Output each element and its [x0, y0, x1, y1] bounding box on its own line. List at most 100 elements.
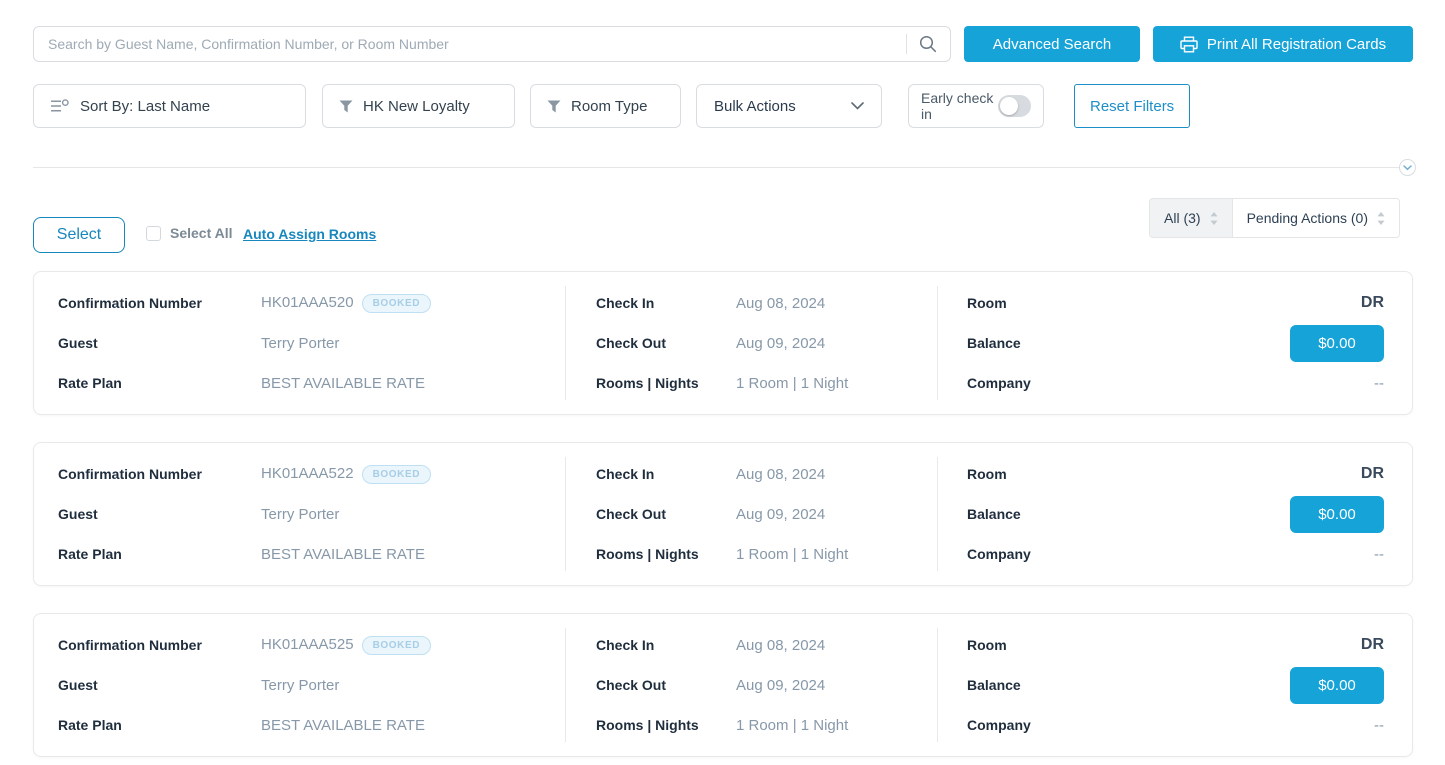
balance-button[interactable]: $0.00 [1290, 324, 1384, 362]
select-all-control[interactable]: Select All [146, 225, 233, 241]
sort-by-dropdown[interactable]: Sort By: Last Name [33, 84, 306, 128]
guest-label: Guest [58, 677, 98, 693]
reservation-card[interactable]: Confirmation Number HK01AAA525 BOOKED Gue… [33, 613, 1413, 757]
room-type-label: Room Type [571, 97, 648, 115]
tab-pending-actions[interactable]: Pending Actions (0) [1231, 199, 1399, 237]
rate-plan-row: Rate Plan BEST AVAILABLE RATE [58, 535, 565, 573]
actions-row: Select Select All Auto Assign Rooms All … [33, 198, 1413, 253]
status-badge: BOOKED [361, 464, 432, 484]
hk-loyalty-filter[interactable]: HK New Loyalty [322, 84, 515, 128]
filter-row: Sort By: Last Name HK New Loyalty Room T… [33, 84, 1413, 128]
filter-funnel-icon [339, 100, 353, 113]
check-in-row: Check In Aug 08, 2024 [596, 284, 937, 322]
rooms-nights-row: Rooms | Nights 1 Room | 1 Night [596, 535, 937, 573]
card-column-divider [937, 628, 938, 742]
card-billing-column: Room DR Balance $0.00 Company -- [937, 614, 1412, 756]
card-column-divider [565, 286, 566, 400]
rate-plan-label: Rate Plan [58, 546, 122, 562]
card-identity-column: Confirmation Number HK01AAA525 BOOKED Gue… [34, 614, 565, 756]
tab-all[interactable]: All (3) [1150, 199, 1232, 237]
card-billing-column: Room DR Balance $0.00 Company -- [937, 272, 1412, 414]
rooms-nights-label: Rooms | Nights [596, 717, 699, 733]
guest-value: Terry Porter [261, 676, 340, 694]
guest-label: Guest [58, 506, 98, 522]
confirmation-number-value: HK01AAA525 [261, 635, 354, 653]
rate-plan-value: BEST AVAILABLE RATE [261, 545, 425, 563]
check-out-value: Aug 09, 2024 [736, 334, 826, 352]
card-column-divider [565, 628, 566, 742]
search-icon[interactable] [918, 34, 938, 54]
confirmation-number-value: HK01AAA520 [261, 293, 354, 311]
check-out-value: Aug 09, 2024 [736, 505, 826, 523]
balance-label: Balance [967, 335, 1021, 351]
check-in-label: Check In [596, 637, 655, 653]
early-check-in-toggle[interactable] [997, 95, 1031, 117]
status-badge: BOOKED [361, 293, 432, 313]
rooms-nights-value: 1 Room | 1 Night [736, 374, 849, 392]
balance-row: Balance $0.00 [967, 495, 1384, 533]
guest-label: Guest [58, 335, 98, 351]
confirmation-number-row: Confirmation Number HK01AAA525 BOOKED [58, 626, 565, 664]
advanced-search-button[interactable]: Advanced Search [964, 26, 1140, 62]
early-check-in-control: Early check in [908, 84, 1044, 128]
check-in-value: Aug 08, 2024 [736, 294, 826, 312]
check-in-row: Check In Aug 08, 2024 [596, 626, 937, 664]
card-column-divider [937, 457, 938, 571]
guest-row: Guest Terry Porter [58, 666, 565, 704]
card-stay-column: Check In Aug 08, 2024 Check Out Aug 09, … [565, 614, 937, 756]
tab-pending-actions-label: Pending Actions (0) [1246, 210, 1368, 226]
check-out-row: Check Out Aug 09, 2024 [596, 666, 937, 704]
collapse-chevron-icon[interactable] [1399, 159, 1416, 176]
reservation-card[interactable]: Confirmation Number HK01AAA522 BOOKED Gue… [33, 442, 1413, 586]
check-out-value: Aug 09, 2024 [736, 676, 826, 694]
room-label: Room [967, 637, 1007, 653]
company-row: Company -- [967, 706, 1384, 744]
check-in-label: Check In [596, 295, 655, 311]
reservation-list: Confirmation Number HK01AAA520 BOOKED Gue… [33, 271, 1413, 757]
check-out-row: Check Out Aug 09, 2024 [596, 495, 937, 533]
room-value: DR [1360, 465, 1384, 482]
toggle-knob [999, 97, 1018, 115]
select-all-checkbox[interactable] [146, 225, 161, 241]
company-value: -- [1374, 716, 1384, 734]
rate-plan-label: Rate Plan [58, 375, 122, 391]
company-label: Company [967, 375, 1031, 391]
balance-label: Balance [967, 506, 1021, 522]
room-value: DR [1360, 294, 1384, 311]
check-out-row: Check Out Aug 09, 2024 [596, 324, 937, 362]
print-all-label: Print All Registration Cards [1206, 35, 1387, 53]
confirmation-number-row: Confirmation Number HK01AAA522 BOOKED [58, 455, 565, 493]
early-check-in-label: Early check in [921, 90, 994, 122]
room-label: Room [967, 466, 1007, 482]
section-divider [33, 159, 1416, 176]
card-column-divider [565, 457, 566, 571]
printer-icon [1180, 36, 1198, 53]
confirmation-number-label: Confirmation Number [58, 637, 202, 653]
room-row: Room DR [967, 626, 1384, 664]
bulk-actions-dropdown[interactable]: Bulk Actions [696, 84, 882, 128]
reservation-card[interactable]: Confirmation Number HK01AAA520 BOOKED Gue… [33, 271, 1413, 415]
company-row: Company -- [967, 535, 1384, 573]
search-input-divider [906, 34, 907, 54]
card-billing-column: Room DR Balance $0.00 Company -- [937, 443, 1412, 585]
rate-plan-row: Rate Plan BEST AVAILABLE RATE [58, 364, 565, 402]
search-input[interactable] [48, 36, 906, 52]
rooms-nights-label: Rooms | Nights [596, 546, 699, 562]
sort-by-label: Sort By: Last Name [80, 97, 211, 115]
view-tabs: All (3) Pending Actions (0) [1149, 198, 1400, 238]
auto-assign-rooms-link[interactable]: Auto Assign Rooms [243, 226, 377, 242]
select-button[interactable]: Select [33, 217, 125, 253]
rate-plan-row: Rate Plan BEST AVAILABLE RATE [58, 706, 565, 744]
print-all-registration-cards-button[interactable]: Print All Registration Cards [1153, 26, 1413, 62]
reset-filters-button[interactable]: Reset Filters [1074, 84, 1191, 128]
search-box[interactable] [33, 26, 951, 62]
balance-button[interactable]: $0.00 [1290, 666, 1384, 704]
balance-row: Balance $0.00 [967, 666, 1384, 704]
company-value: -- [1374, 545, 1384, 563]
room-row: Room DR [967, 455, 1384, 493]
check-out-label: Check Out [596, 677, 667, 693]
confirmation-number-label: Confirmation Number [58, 295, 202, 311]
room-type-filter[interactable]: Room Type [530, 84, 681, 128]
balance-button[interactable]: $0.00 [1290, 495, 1384, 533]
